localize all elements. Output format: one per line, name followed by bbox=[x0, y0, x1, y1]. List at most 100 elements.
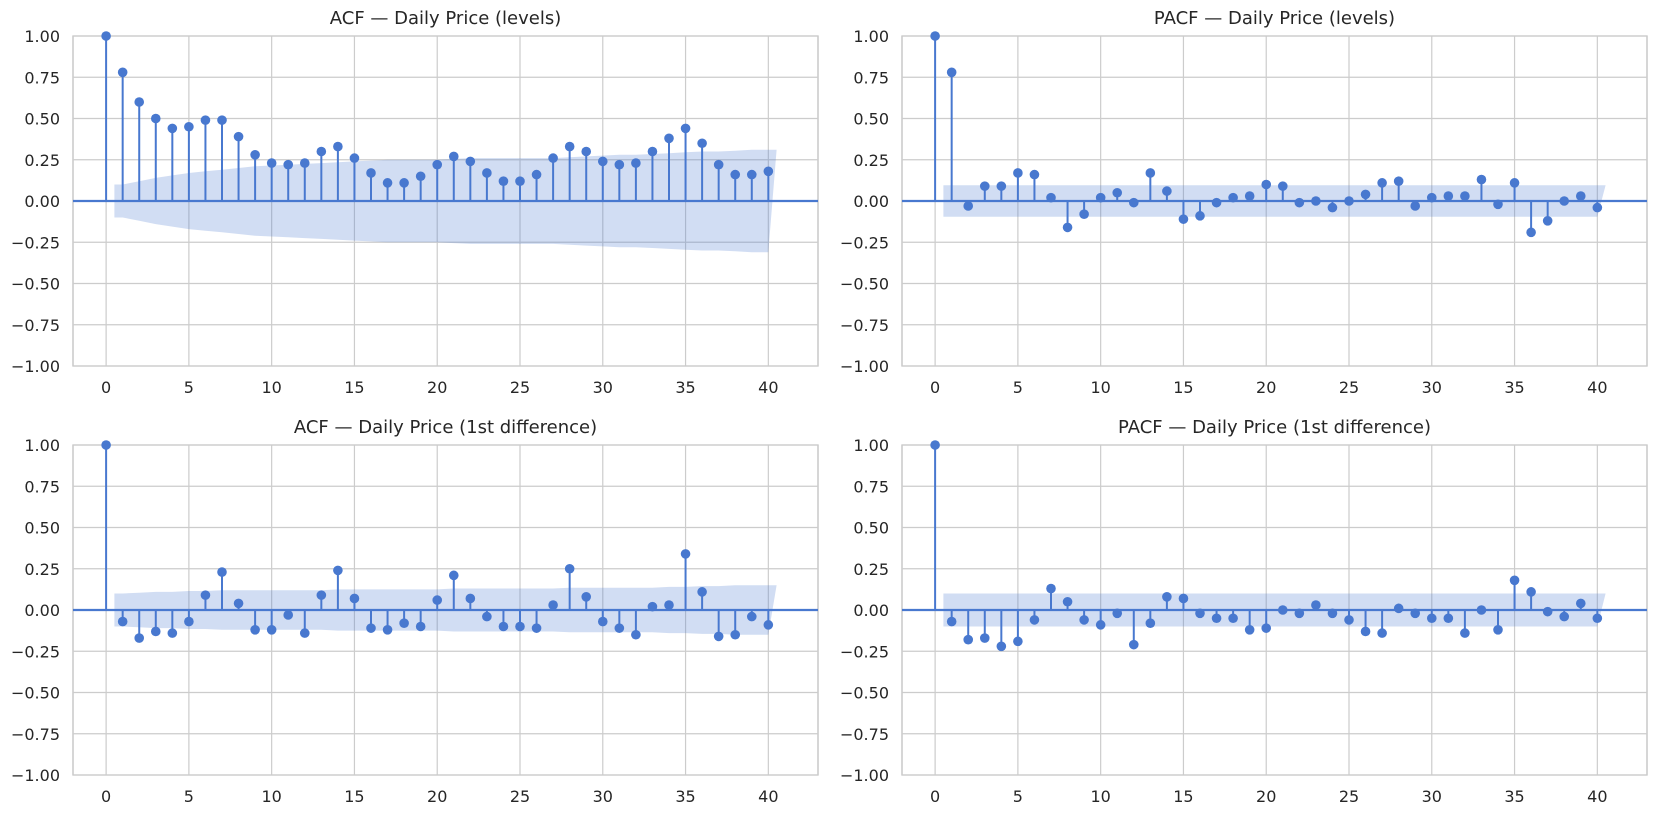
marker-lag-13 bbox=[1145, 618, 1156, 628]
marker-lag-38 bbox=[730, 169, 741, 180]
x-tick-label: 20 bbox=[1256, 787, 1276, 806]
marker-lag-21 bbox=[1277, 605, 1288, 615]
marker-lag-10 bbox=[266, 625, 277, 635]
marker-lag-7 bbox=[1046, 583, 1056, 594]
marker-lag-2 bbox=[963, 201, 974, 211]
marker-lag-18 bbox=[1228, 613, 1238, 624]
y-tick-label: −0.25 bbox=[840, 642, 889, 661]
x-tick-label: 20 bbox=[427, 378, 447, 397]
y-tick-label: 1.00 bbox=[853, 27, 889, 46]
marker-lag-12 bbox=[1128, 639, 1139, 650]
x-tick-label: 15 bbox=[344, 378, 364, 397]
y-tick-label: 0.25 bbox=[24, 560, 60, 579]
x-tick-label: 40 bbox=[1587, 378, 1607, 397]
x-tick-label: 30 bbox=[593, 378, 613, 397]
marker-lag-13 bbox=[316, 590, 327, 600]
marker-lag-37 bbox=[1542, 216, 1553, 226]
marker-lag-24 bbox=[1327, 608, 1338, 619]
marker-lag-31 bbox=[1443, 613, 1454, 624]
marker-lag-15 bbox=[1178, 593, 1189, 604]
marker-lag-26 bbox=[531, 169, 542, 180]
marker-lag-7 bbox=[217, 115, 227, 125]
marker-lag-36 bbox=[697, 138, 707, 149]
x-tick-label: 20 bbox=[427, 787, 447, 806]
panel-0: 1.00 0.75 0.50 0.25 0.00 −0.25 −0.50 −0.75 −1.00… bbox=[11, 27, 819, 397]
marker-lag-28 bbox=[564, 563, 575, 574]
marker-lag-28 bbox=[1393, 603, 1404, 614]
marker-lag-30 bbox=[1426, 613, 1437, 624]
y-tick-label: 0.75 bbox=[24, 68, 60, 87]
marker-lag-9 bbox=[1079, 615, 1089, 625]
marker-lag-4 bbox=[996, 641, 1007, 652]
y-tick-label: 0.00 bbox=[853, 192, 889, 211]
marker-lag-12 bbox=[299, 158, 310, 168]
marker-lag-6 bbox=[1029, 169, 1040, 180]
marker-lag-37 bbox=[713, 159, 724, 170]
y-tick-label: −1.00 bbox=[11, 357, 60, 376]
marker-lag-34 bbox=[1493, 625, 1503, 635]
marker-lag-20 bbox=[1261, 179, 1272, 190]
marker-lag-20 bbox=[432, 595, 443, 605]
marker-lag-8 bbox=[1062, 222, 1073, 233]
marker-lag-6 bbox=[200, 590, 211, 600]
y-tick-label: 0.25 bbox=[853, 560, 889, 579]
marker-lag-23 bbox=[482, 611, 492, 622]
marker-lag-32 bbox=[1460, 191, 1470, 201]
marker-lag-24 bbox=[498, 621, 509, 632]
marker-lag-3 bbox=[979, 181, 990, 191]
marker-lag-23 bbox=[482, 168, 492, 178]
marker-lag-33 bbox=[647, 146, 658, 157]
marker-lag-8 bbox=[1062, 596, 1073, 607]
x-tick-label: 30 bbox=[1422, 378, 1442, 397]
marker-lag-6 bbox=[1029, 615, 1040, 625]
marker-lag-25 bbox=[515, 176, 525, 186]
marker-lag-1 bbox=[946, 67, 957, 78]
y-tick-label: 0.25 bbox=[853, 151, 889, 170]
marker-lag-8 bbox=[233, 131, 244, 142]
marker-lag-16 bbox=[366, 168, 376, 178]
x-tick-label: 5 bbox=[1013, 378, 1023, 397]
marker-lag-23 bbox=[1311, 196, 1321, 206]
marker-lag-13 bbox=[1145, 168, 1156, 178]
y-tick-label: 0.50 bbox=[853, 519, 889, 538]
y-tick-label: −0.75 bbox=[840, 725, 889, 744]
marker-lag-14 bbox=[1162, 592, 1172, 602]
marker-lag-36 bbox=[1526, 227, 1536, 238]
y-tick-label: −1.00 bbox=[11, 766, 60, 785]
x-tick-label: 0 bbox=[930, 787, 940, 806]
marker-lag-27 bbox=[1377, 178, 1387, 188]
marker-lag-19 bbox=[1244, 191, 1255, 201]
marker-lag-26 bbox=[1360, 189, 1371, 200]
marker-lag-5 bbox=[184, 616, 194, 627]
marker-lag-1 bbox=[117, 616, 128, 627]
marker-lag-17 bbox=[382, 625, 393, 635]
marker-lag-22 bbox=[465, 593, 476, 604]
y-tick-label: −0.75 bbox=[11, 316, 60, 335]
marker-lag-38 bbox=[1559, 611, 1570, 622]
x-tick-label: 35 bbox=[675, 378, 695, 397]
marker-lag-38 bbox=[1559, 196, 1570, 206]
marker-lag-32 bbox=[1460, 628, 1470, 638]
marker-lag-39 bbox=[1575, 598, 1586, 609]
marker-lag-2 bbox=[134, 633, 145, 643]
panel-3: 1.00 0.75 0.50 0.25 0.00 −0.25 −0.50 −0.75 −1.00… bbox=[840, 436, 1648, 806]
marker-lag-27 bbox=[548, 600, 558, 610]
y-tick-label: −0.50 bbox=[11, 684, 60, 703]
marker-lag-36 bbox=[697, 587, 707, 597]
marker-lag-11 bbox=[283, 159, 294, 170]
marker-lag-32 bbox=[631, 158, 641, 168]
marker-lag-4 bbox=[996, 181, 1007, 191]
marker-lag-25 bbox=[1344, 615, 1354, 625]
x-tick-label: 5 bbox=[184, 378, 194, 397]
y-tick-label: 1.00 bbox=[853, 436, 889, 455]
marker-lag-36 bbox=[1526, 587, 1536, 597]
x-tick-label: 15 bbox=[1173, 378, 1193, 397]
x-tick-label: 5 bbox=[184, 787, 194, 806]
y-tick-label: 0.75 bbox=[853, 477, 889, 496]
marker-lag-19 bbox=[415, 171, 426, 182]
x-tick-label: 0 bbox=[101, 787, 111, 806]
x-tick-label: 40 bbox=[758, 378, 778, 397]
x-tick-label: 0 bbox=[101, 378, 111, 397]
marker-lag-39 bbox=[1575, 191, 1586, 201]
x-tick-label: 10 bbox=[1090, 378, 1110, 397]
